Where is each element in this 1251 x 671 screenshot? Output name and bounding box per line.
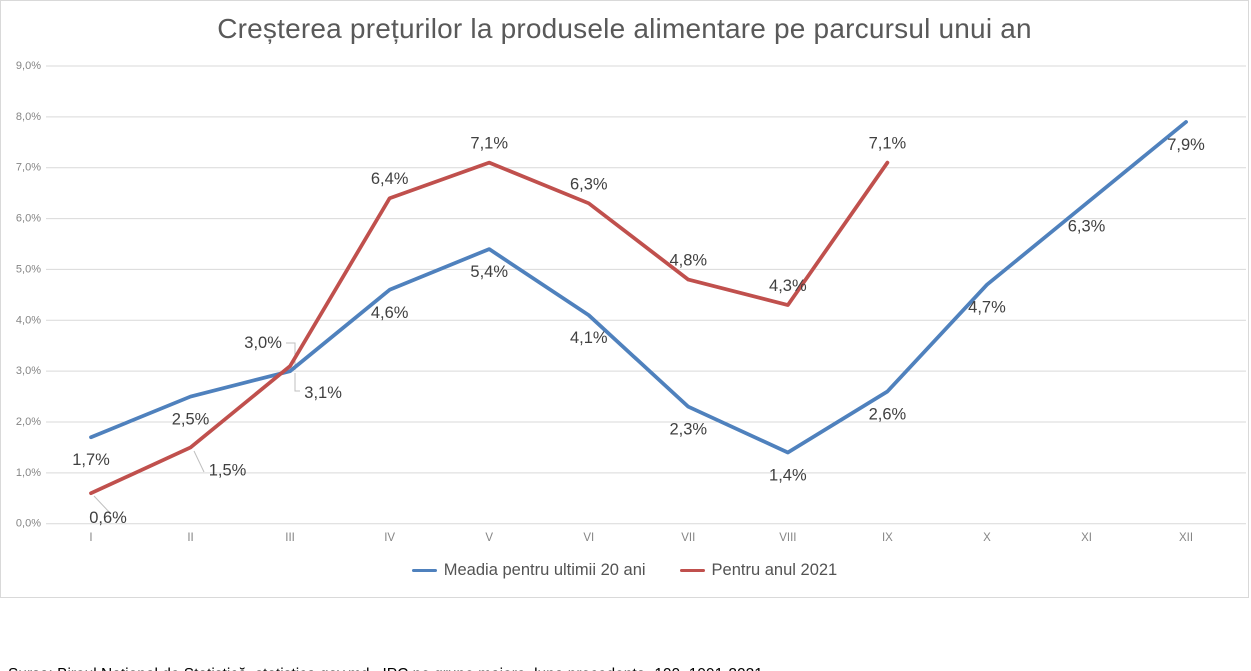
data-label: 6,3% [1068, 217, 1106, 235]
label-leader-line [294, 373, 300, 392]
chart-title: Creșterea prețurilor la produsele alimen… [217, 13, 1032, 44]
y-axis-tick-label: 8,0% [16, 111, 41, 123]
x-axis-tick-label: II [187, 532, 193, 544]
data-label: 7,9% [1167, 136, 1205, 154]
data-label: 4,6% [371, 304, 409, 322]
chart-frame: Creșterea prețurilor la produsele alimen… [0, 0, 1249, 598]
y-axis-tick-label: 1,0% [16, 467, 41, 479]
series-line-average [89, 120, 1188, 455]
y-axis-tick-label: 7,0% [16, 162, 41, 174]
data-label: 1,7% [72, 451, 110, 469]
x-axis-tick-label: I [89, 532, 92, 544]
legend-label-year-2021: Pentru anul 2021 [711, 561, 838, 579]
line-chart-plot: 0,0% 1,0% 2,0% 3,0% 4,0% 5,0% 6,0% 7,0% 8,0% 9,0%… [16, 60, 1246, 544]
label-leader-line [193, 450, 205, 473]
data-label: 2,5% [172, 411, 210, 429]
data-label: 4,7% [968, 299, 1006, 317]
x-axis-tick-label: VIII [779, 532, 796, 544]
label-leader-line [93, 495, 112, 515]
data-label: 3,1% [304, 384, 342, 402]
legend-item-year-2021: Pentru anul 2021 [679, 561, 838, 580]
y-axis-tick-label: 3,0% [16, 365, 41, 377]
data-label: 2,3% [669, 421, 707, 439]
source-note: Sursa: Biroul Național de Statistică, st… [8, 617, 767, 671]
y-axis-tick-label: 9,0% [16, 60, 41, 72]
chart-legend: Meadia pentru ultimii 20 ani Pentru anul… [1, 561, 1248, 580]
y-axis-tick-label: 2,0% [16, 416, 41, 428]
data-label: 4,1% [570, 329, 608, 347]
series-line-2021 [89, 160, 890, 496]
x-axis-tick-label: IV [384, 532, 395, 544]
source-note-line1: Sursa: Biroul Național de Statistică, st… [8, 663, 767, 671]
data-label: 5,4% [470, 263, 508, 281]
data-label: 4,8% [669, 252, 707, 270]
data-label: 1,4% [769, 467, 807, 485]
y-axis-tick-label: 6,0% [16, 213, 41, 225]
x-axis-tick-label: IX [882, 532, 893, 544]
x-axis-tick-label: V [485, 532, 493, 544]
y-axis-tick-label: 5,0% [16, 263, 41, 275]
x-axis-tick-label: XII [1179, 532, 1193, 544]
y-axis-tick-label: 4,0% [16, 314, 41, 326]
legend-label-average-20-years: Meadia pentru ultimii 20 ani [443, 561, 646, 579]
legend-line-red-icon [679, 568, 705, 573]
data-label: 4,3% [769, 277, 807, 295]
x-axis-tick-label: XI [1081, 532, 1092, 544]
x-axis-tick-label: X [983, 532, 991, 544]
x-axis-tick-label: III [285, 532, 295, 544]
legend-line-blue-icon [411, 568, 437, 573]
data-label: 7,1% [470, 135, 508, 153]
legend-item-average-20-years: Meadia pentru ultimii 20 ani [411, 561, 646, 580]
x-axis-tick-label: VII [681, 532, 695, 544]
x-axis-tick-label: VI [583, 532, 594, 544]
data-label: 7,1% [869, 135, 907, 153]
y-axis-tick-label: 0,0% [16, 518, 41, 530]
data-label: 6,3% [570, 175, 608, 193]
data-label: 0,6% [89, 509, 127, 527]
data-label: 6,4% [371, 170, 409, 188]
data-label: 2,6% [869, 405, 907, 423]
data-label: 1,5% [209, 461, 247, 479]
data-label: 3,0% [244, 334, 282, 352]
